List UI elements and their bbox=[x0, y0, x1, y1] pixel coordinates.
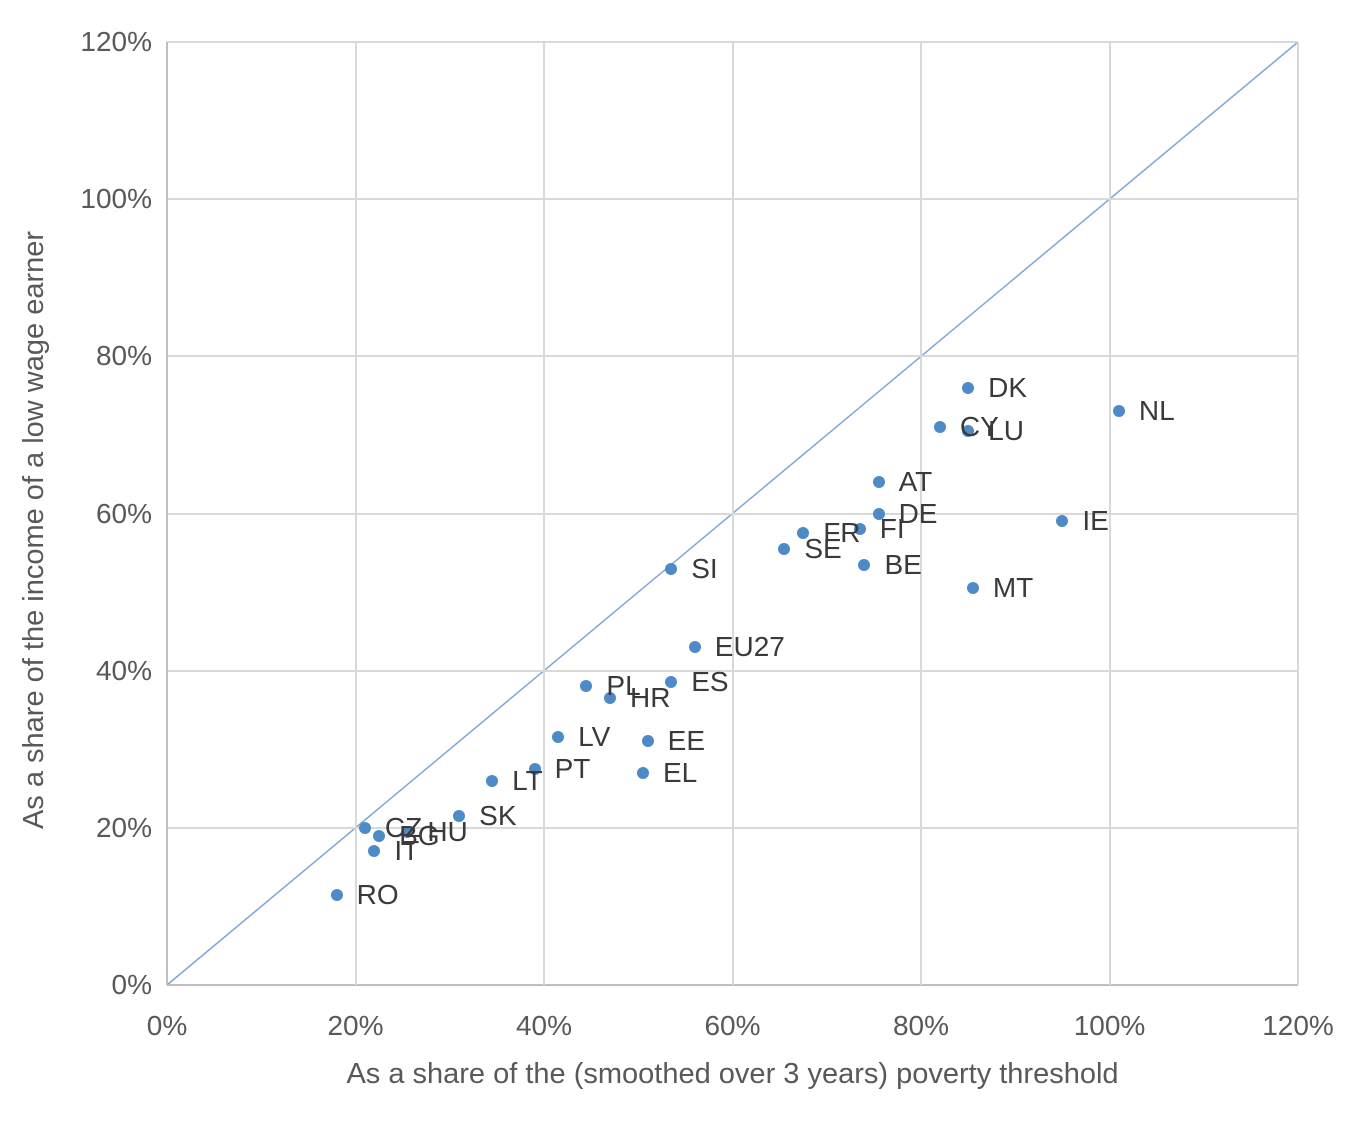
data-point-label-RO: RO bbox=[356, 878, 399, 910]
data-point-EE bbox=[641, 735, 654, 748]
v-gridline bbox=[920, 42, 922, 985]
x-tick-label: 120% bbox=[1262, 1010, 1334, 1041]
x-axis-title: As a share of the (smoothed over 3 years… bbox=[346, 1058, 1119, 1090]
data-point-ES bbox=[665, 676, 678, 689]
data-point-CZ bbox=[358, 821, 371, 834]
data-point-label-NL: NL bbox=[1138, 395, 1175, 427]
x-tick-label: 20% bbox=[327, 1010, 384, 1041]
data-point-BG bbox=[373, 829, 386, 842]
data-point-EL bbox=[636, 766, 649, 779]
data-point-FR bbox=[797, 527, 810, 540]
data-point-FI bbox=[853, 523, 866, 536]
data-point-SK bbox=[453, 810, 466, 823]
data-point-label-LV: LV bbox=[578, 721, 611, 753]
y-tick-label: 60% bbox=[95, 497, 152, 529]
data-point-label-CY: CY bbox=[959, 411, 999, 443]
data-point-label-SK: SK bbox=[479, 800, 517, 832]
data-point-label-PL: PL bbox=[606, 670, 641, 702]
data-point-label-LT: LT bbox=[512, 764, 543, 796]
data-point-label-SE: SE bbox=[804, 532, 842, 564]
data-point-label-MT: MT bbox=[992, 572, 1034, 604]
v-gridline bbox=[731, 42, 734, 985]
x-tick-label: 0% bbox=[146, 1010, 188, 1041]
x-tick-label: 40% bbox=[515, 1010, 573, 1041]
data-point-CY bbox=[933, 421, 946, 434]
data-point-label-DK: DK bbox=[988, 371, 1028, 403]
y-tick-label: 0% bbox=[111, 969, 152, 1000]
data-point-SI bbox=[665, 562, 678, 575]
data-point-label-EE: EE bbox=[667, 725, 706, 757]
data-point-label-BE: BE bbox=[884, 548, 922, 580]
data-point-SE bbox=[778, 542, 791, 555]
data-point-DK bbox=[962, 381, 975, 394]
data-point-label-EU27: EU27 bbox=[714, 631, 785, 663]
data-point-NL bbox=[1112, 405, 1125, 418]
data-point-label-ES: ES bbox=[691, 666, 729, 698]
data-point-label-HU: HU bbox=[427, 815, 468, 847]
v-gridline bbox=[1297, 42, 1299, 985]
data-point-label-CZ: CZ bbox=[384, 811, 423, 843]
data-point-PL bbox=[580, 680, 593, 693]
x-axis-line bbox=[167, 984, 1298, 986]
data-point-LU bbox=[962, 424, 975, 437]
data-point-MT bbox=[966, 582, 979, 595]
y-tick-label: 100% bbox=[80, 183, 152, 215]
x-tick-label: 100% bbox=[1073, 1010, 1146, 1041]
data-point-RO bbox=[330, 888, 343, 901]
data-point-HU bbox=[401, 825, 414, 838]
data-point-BE bbox=[858, 558, 871, 571]
data-point-label-SI: SI bbox=[691, 552, 718, 584]
data-point-IE bbox=[1056, 515, 1069, 528]
data-point-LT bbox=[486, 774, 499, 787]
data-point-AT bbox=[872, 476, 885, 489]
data-point-label-LU: LU bbox=[988, 414, 1024, 446]
y-tick-label: 80% bbox=[95, 340, 152, 372]
y-axis-line bbox=[166, 42, 168, 985]
data-point-label-IE: IE bbox=[1082, 505, 1109, 537]
x-tick-label: 80% bbox=[892, 1010, 950, 1041]
v-gridline bbox=[354, 42, 357, 985]
data-point-label-FR: FR bbox=[823, 517, 861, 549]
data-point-label-FI: FI bbox=[879, 513, 905, 545]
y-tick-label: 20% bbox=[95, 811, 152, 843]
data-point-EU27 bbox=[688, 641, 701, 654]
data-point-label-HR: HR bbox=[629, 682, 671, 714]
data-point-label-IT: IT bbox=[394, 835, 420, 867]
data-point-label-AT: AT bbox=[898, 466, 933, 498]
data-point-label-DE: DE bbox=[898, 497, 938, 529]
data-point-IT bbox=[368, 845, 381, 858]
data-point-LV bbox=[552, 731, 565, 744]
y-axis-title: As a share of the income of a low wage e… bbox=[18, 230, 50, 830]
data-point-label-EL: EL bbox=[662, 756, 698, 788]
x-tick-label: 60% bbox=[704, 1010, 761, 1041]
data-point-PT bbox=[528, 762, 541, 775]
y-tick-label: 120% bbox=[80, 26, 152, 57]
v-gridline bbox=[543, 42, 545, 985]
data-point-HR bbox=[603, 692, 616, 705]
data-point-label-PT: PT bbox=[554, 752, 591, 784]
v-gridline bbox=[1108, 42, 1111, 985]
y-tick-label: 40% bbox=[95, 654, 152, 686]
data-point-DE bbox=[872, 507, 885, 520]
data-point-label-BG: BG bbox=[399, 819, 440, 851]
